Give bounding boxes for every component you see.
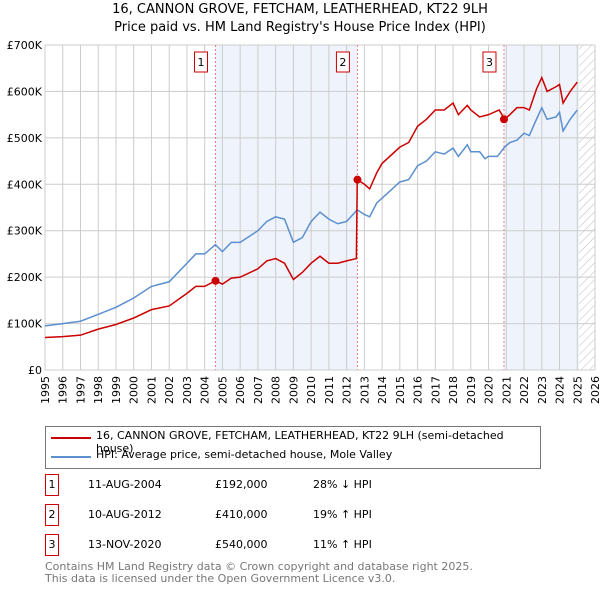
legend-swatch-property [51, 437, 91, 439]
x-tick-label: 2018 [447, 376, 460, 404]
x-tick-label: 2001 [145, 376, 158, 404]
x-tick-label: 2015 [394, 376, 407, 404]
x-tick-label: 1999 [110, 376, 123, 404]
plot-area: 1995 1996 1997 1998 1999 2000 2001 2002 2003 2004… [7, 39, 600, 404]
sale-hpi-diff: 28% ↓ HPI [313, 478, 372, 491]
sale-marker-label: 1 [45, 474, 59, 496]
x-tick-label: 2016 [412, 376, 425, 404]
hpi-line [44, 105, 578, 327]
sale-marker-label: 1 [198, 56, 205, 69]
x-tick-label: 2025 [571, 376, 584, 404]
sale-marker-label: 3 [486, 56, 493, 69]
y-tick-label: £400K [7, 178, 43, 191]
sale-date: 13-NOV-2020 [88, 538, 162, 551]
x-tick-label: 2026 [589, 376, 600, 404]
x-tick-label: 2000 [128, 376, 141, 404]
sale-hpi-diff: 19% ↑ HPI [313, 508, 372, 521]
x-tick-label: 2021 [500, 376, 513, 404]
x-tick-label: 1995 [39, 376, 52, 404]
property-price-line [44, 75, 578, 339]
sale-point [499, 115, 508, 124]
sale-marker-box [482, 51, 497, 73]
sale-marker-box [335, 51, 350, 73]
x-tick-label: 2023 [536, 376, 549, 404]
legend: 16, CANNON GROVE, FETCHAM, LEATHERHEAD, … [45, 426, 541, 469]
legend-swatch-hpi [51, 456, 91, 458]
y-tick-label: £100K [7, 318, 43, 331]
sale-price: £410,000 [215, 508, 268, 521]
chart-subtitle: Price paid vs. HM Land Registry's House … [114, 20, 486, 35]
x-tick-label: 2019 [465, 376, 478, 404]
y-tick-label: £600K [7, 85, 43, 98]
x-tick-label: 2003 [181, 376, 194, 404]
legend-label-property: 16, CANNON GROVE, FETCHAM, LEATHERHEAD, … [96, 429, 504, 455]
y-tick-label: £200K [7, 271, 43, 284]
x-tick-label: 2012 [341, 376, 354, 404]
footer-line1: Contains HM Land Registry data © Crown c… [45, 560, 473, 573]
sale-price: £540,000 [215, 538, 268, 551]
forecast-hatch [579, 45, 595, 370]
x-tick-label: 2004 [199, 376, 212, 404]
sale-marker-label: 2 [339, 56, 346, 69]
sale-price: £192,000 [215, 478, 268, 491]
x-tick-label: 2007 [252, 376, 265, 404]
sale-date: 11-AUG-2004 [88, 478, 162, 491]
y-tick-label: £300K [7, 225, 43, 238]
x-tick-label: 1997 [74, 376, 87, 404]
x-tick-label: 1998 [92, 376, 105, 404]
sale-marker-box [194, 51, 208, 73]
shaded-period [215, 45, 358, 370]
x-tick-label: 2010 [305, 376, 318, 404]
footer-line2: This data is licensed under the Open Gov… [45, 572, 396, 585]
footer: Contains HM Land Registry data © Crown c… [45, 561, 473, 585]
sale-point [353, 175, 362, 184]
x-tick-label: 2017 [429, 376, 442, 404]
x-tick-label: 2013 [358, 376, 371, 404]
x-tick-label: 2002 [163, 376, 176, 404]
x-tick-label: 2008 [270, 376, 283, 404]
x-tick-label: 2020 [483, 376, 496, 404]
x-tick-label: 2014 [376, 376, 389, 404]
chart-title: 16, CANNON GROVE, FETCHAM, LEATHERHEAD, … [112, 2, 488, 17]
x-tick-label: 1996 [57, 376, 70, 404]
sale-marker-label: 3 [45, 534, 59, 556]
x-tick-label: 2024 [554, 376, 567, 404]
x-tick-label: 2009 [287, 376, 300, 404]
y-tick-label: £500K [7, 132, 43, 145]
sale-hpi-diff: 11% ↑ HPI [313, 538, 372, 551]
x-tick-label: 2005 [216, 376, 229, 404]
y-tick-label: £0 [28, 364, 42, 377]
x-tick-label: 2022 [518, 376, 531, 404]
y-tick-label: £700K [7, 39, 43, 52]
x-tick-label: 2011 [323, 376, 336, 404]
sale-date: 10-AUG-2012 [88, 508, 162, 521]
legend-label-hpi: HPI: Average price, semi-detached house,… [96, 448, 393, 461]
sale-point [211, 276, 220, 285]
sale-marker-label: 2 [45, 504, 59, 526]
x-tick-label: 2006 [234, 376, 247, 404]
